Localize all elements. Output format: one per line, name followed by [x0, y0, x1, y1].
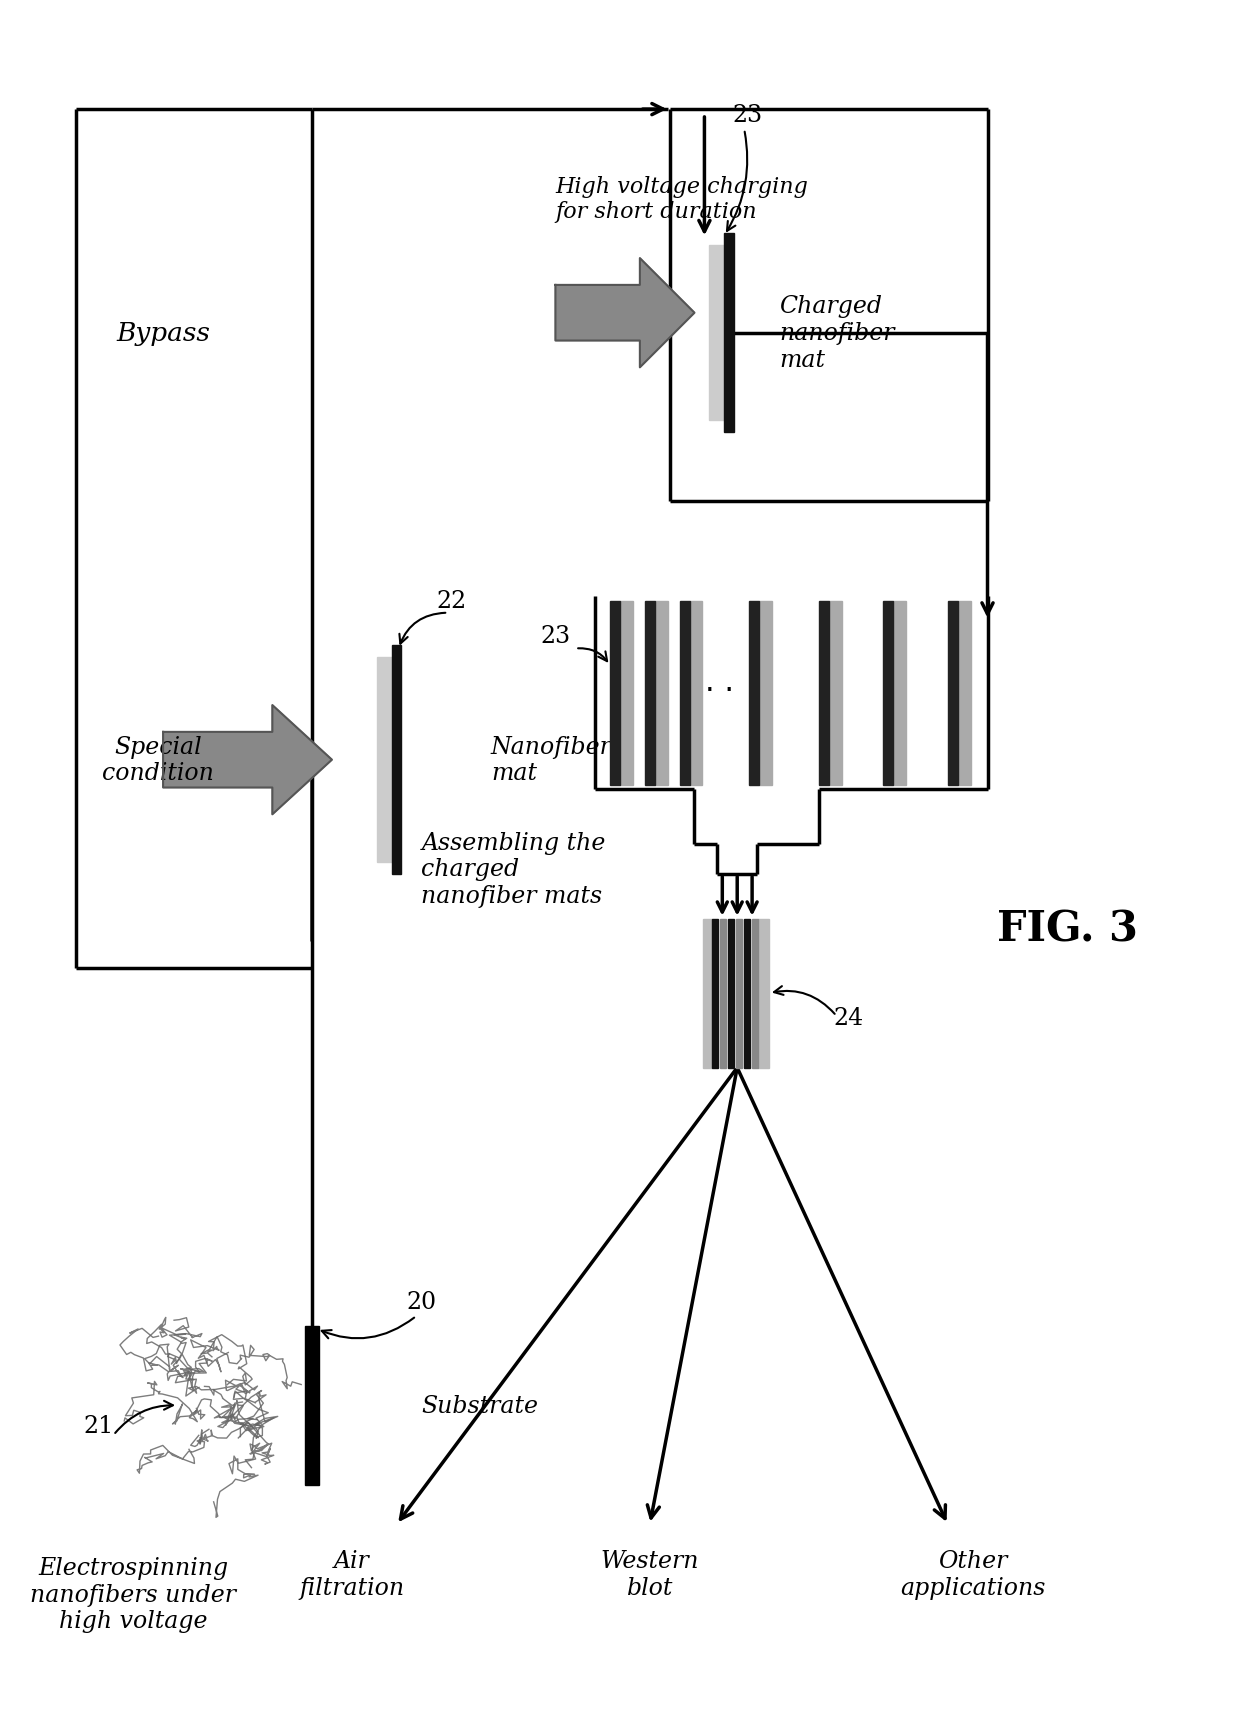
Text: Other
applications: Other applications [900, 1549, 1045, 1599]
Polygon shape [744, 918, 750, 1068]
Text: FIG. 3: FIG. 3 [997, 908, 1137, 949]
Polygon shape [709, 246, 729, 420]
Polygon shape [759, 601, 773, 786]
Text: Nanofiber
mat: Nanofiber mat [491, 736, 611, 786]
Text: 23: 23 [732, 103, 763, 126]
Polygon shape [737, 918, 743, 1068]
Text: Substrate: Substrate [422, 1394, 538, 1416]
Polygon shape [556, 258, 694, 369]
Polygon shape [749, 601, 759, 786]
Text: 24: 24 [833, 1006, 863, 1030]
Polygon shape [947, 601, 957, 786]
Text: High voltage charging
for short duration: High voltage charging for short duration [556, 176, 808, 222]
Polygon shape [610, 601, 620, 786]
Text: 22: 22 [436, 589, 466, 613]
Polygon shape [883, 601, 893, 786]
Text: 23: 23 [541, 625, 570, 648]
Polygon shape [720, 918, 727, 1068]
Polygon shape [377, 658, 397, 863]
Polygon shape [818, 601, 828, 786]
Polygon shape [753, 918, 758, 1068]
Text: Air
filtration: Air filtration [299, 1549, 404, 1599]
Text: 20: 20 [407, 1291, 436, 1313]
Polygon shape [728, 918, 734, 1068]
Polygon shape [828, 601, 842, 786]
Polygon shape [164, 706, 332, 815]
Polygon shape [689, 601, 702, 786]
Polygon shape [703, 918, 712, 1068]
Text: Western
blot: Western blot [600, 1549, 699, 1599]
Polygon shape [680, 601, 689, 786]
Polygon shape [645, 601, 655, 786]
Text: Charged
nanofiber
mat: Charged nanofiber mat [779, 295, 894, 372]
Text: Bypass: Bypass [117, 320, 210, 346]
Text: Assembling the
charged
nanofiber mats: Assembling the charged nanofiber mats [422, 832, 605, 908]
Text: 21: 21 [83, 1415, 114, 1437]
Polygon shape [392, 646, 402, 874]
Polygon shape [724, 234, 734, 432]
Polygon shape [712, 918, 718, 1068]
Polygon shape [620, 601, 632, 786]
Text: · ·: · · [704, 675, 734, 705]
Text: Special
condition: Special condition [102, 736, 215, 786]
Polygon shape [305, 1327, 319, 1485]
Polygon shape [655, 601, 667, 786]
Text: Electrospinning
nanofibers under
high voltage: Electrospinning nanofibers under high vo… [30, 1556, 237, 1632]
Polygon shape [957, 601, 971, 786]
Polygon shape [758, 918, 769, 1068]
Polygon shape [893, 601, 906, 786]
